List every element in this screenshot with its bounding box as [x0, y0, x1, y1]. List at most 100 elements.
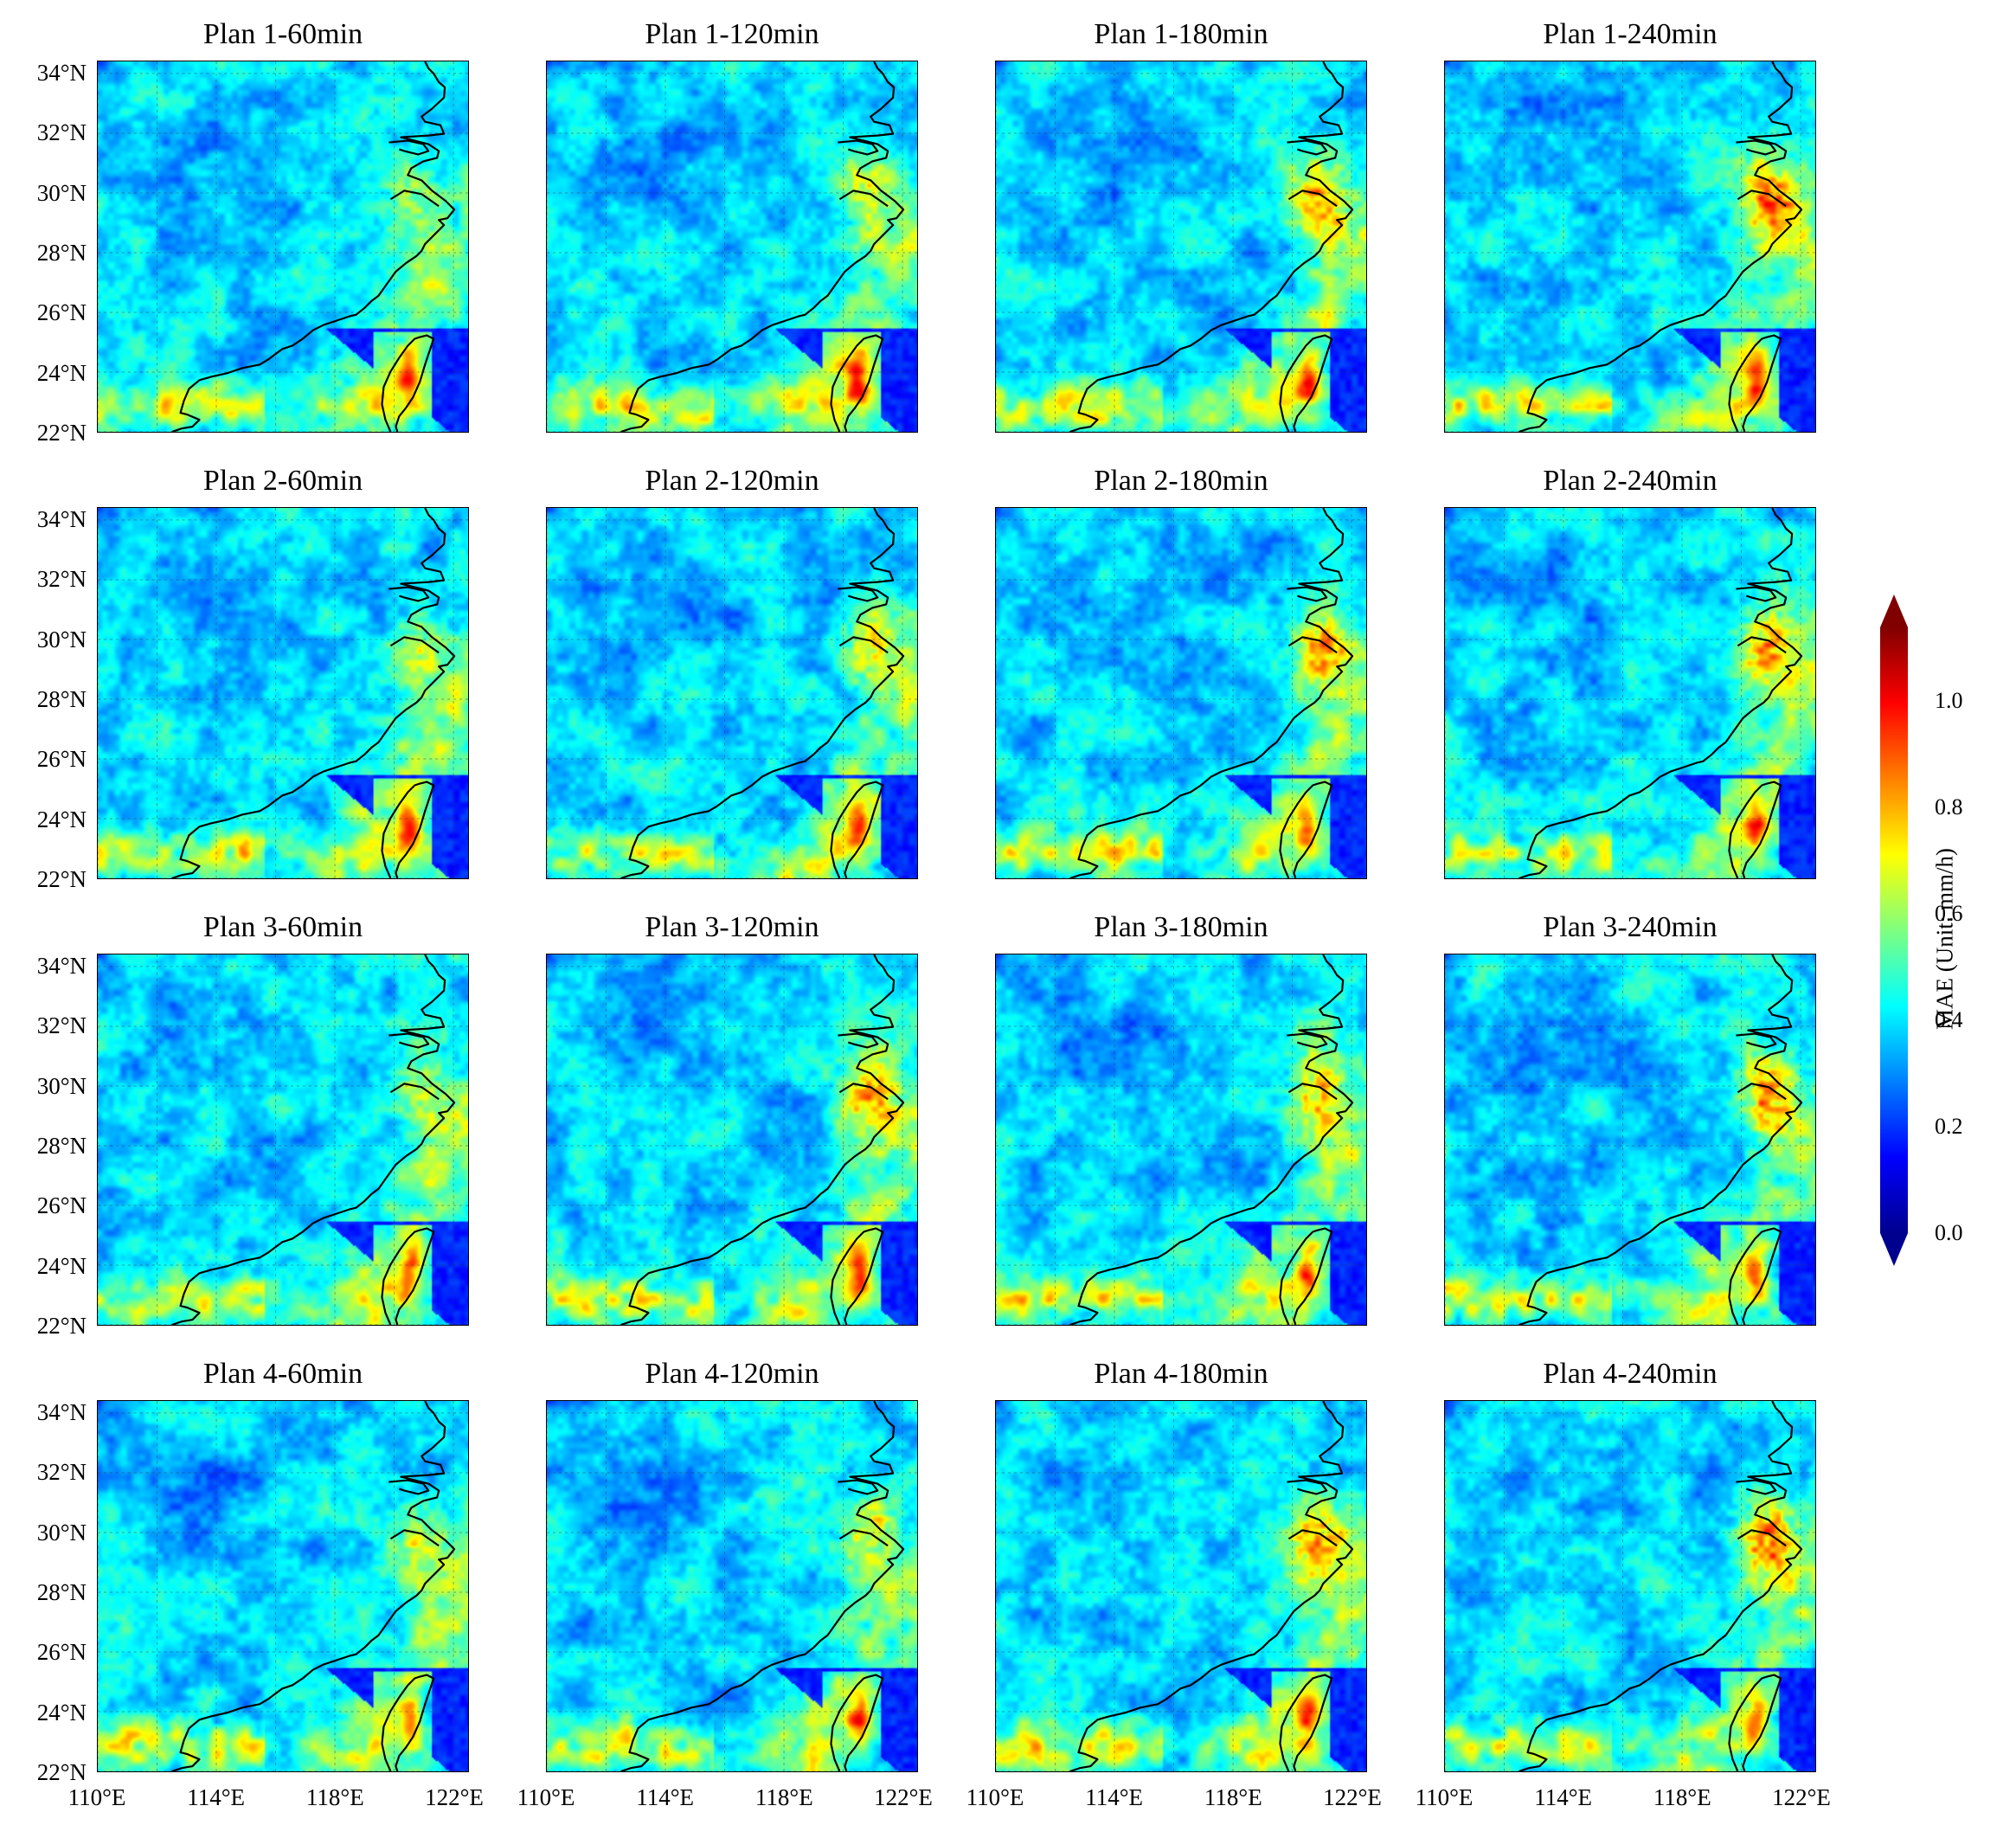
lat-tick-label: 34°N [36, 60, 87, 86]
lat-tick-label: 30°N [36, 179, 87, 206]
lat-tick-label: 22°N [36, 1313, 87, 1339]
colorbar-extend-max [1880, 594, 1908, 627]
coastline-mainland [620, 61, 905, 432]
lat-tick-label: 30°N [36, 626, 87, 652]
lon-tick-label: 118°E [305, 1784, 364, 1810]
colorbar-bar [1880, 594, 1908, 1266]
map-overlay [98, 61, 468, 432]
coastline-yangtze-south [1737, 190, 1787, 208]
mae-heatmap [547, 954, 917, 1325]
coastline-mainland [171, 61, 456, 432]
coastline-yangtze-south [838, 190, 889, 208]
graticule [547, 61, 917, 432]
coastline-taiwan [830, 1227, 884, 1325]
coastline-taiwan [1279, 1227, 1333, 1325]
graticule [996, 61, 1366, 432]
coastline-taiwan [1728, 781, 1782, 878]
colorbar-gradient [1880, 627, 1908, 1233]
coastline-taiwan [381, 781, 435, 878]
map-panel [97, 61, 469, 433]
coastline-yangtze-south [838, 1083, 889, 1101]
panel-title: Plan 3-180min [1094, 911, 1268, 943]
coastline-taiwan [381, 334, 435, 432]
graticule [1445, 954, 1815, 1325]
map-overlay [547, 508, 917, 878]
lon-tick-label: 114°E [1085, 1784, 1144, 1810]
lat-tick-label: 32°N [36, 1459, 87, 1486]
coastline-yangtze [1736, 139, 1777, 156]
panel-title: Plan 2-60min [202, 465, 363, 497]
coastline-taiwan [381, 1227, 435, 1325]
coastline-yangtze [838, 139, 879, 156]
coastline-mainland [171, 954, 456, 1325]
panel-title: Plan 3-240min [1543, 911, 1717, 943]
coastline-taiwan [1279, 334, 1333, 432]
map-overlay [98, 508, 468, 878]
lon-tick-label: 114°E [1534, 1784, 1593, 1810]
map-overlay [1445, 1401, 1815, 1771]
graticule [996, 508, 1366, 878]
coastline-mainland [620, 508, 905, 878]
colorbar-tick: 0.6 [1935, 901, 1963, 926]
coastline-yangtze-south [1287, 1529, 1338, 1547]
lat-tick-label: 32°N [36, 119, 87, 146]
colorbar-tick: 0.4 [1935, 1007, 1963, 1032]
lon-tick-label: 110°E [1415, 1784, 1473, 1810]
lat-tick-label: 32°N [36, 566, 87, 593]
map-panel [995, 954, 1367, 1326]
mae-heatmap [1445, 954, 1815, 1325]
panel-title: Plan 2-240min [1543, 465, 1717, 497]
panel-title: Plan 2-120min [645, 465, 819, 497]
panel-title: Plan 4-180min [1094, 1358, 1268, 1390]
colorbar-extend-min [1880, 1233, 1908, 1266]
map-panel [995, 1400, 1367, 1772]
mae-heatmap [547, 1401, 917, 1771]
lat-tick-label: 32°N [36, 1012, 87, 1039]
lat-tick-label: 34°N [36, 1399, 87, 1425]
coastline-mainland [1069, 61, 1354, 432]
lon-tick-label: 122°E [425, 1784, 484, 1810]
coastline-yangtze-south [389, 636, 440, 654]
panel-title: Plan 1-180min [1094, 18, 1268, 50]
lat-tick-label: 22°N [36, 866, 87, 892]
coastline-yangtze [388, 1032, 430, 1049]
colorbar-label: MAE (Unit: mm/h) [1931, 848, 1958, 1030]
mae-heatmap [547, 61, 917, 432]
mae-heatmap [1445, 508, 1815, 878]
map-panel [97, 1400, 469, 1772]
map-panel [546, 61, 918, 433]
coastline-yangtze [1287, 1479, 1328, 1495]
coastline-taiwan [381, 1674, 435, 1771]
lon-tick-label: 122°E [1772, 1784, 1831, 1810]
coastline-mainland [171, 508, 456, 878]
panel-title: Plan 4-120min [645, 1358, 819, 1390]
coastline-yangtze [388, 139, 430, 156]
map-overlay [1445, 508, 1815, 878]
map-panel [995, 507, 1367, 879]
panel-title: Plan 1-240min [1543, 18, 1717, 50]
lat-tick-label: 28°N [36, 686, 87, 712]
mae-heatmap [1445, 1401, 1815, 1771]
coastline-mainland [1069, 1401, 1354, 1771]
lat-tick-label: 30°N [36, 1072, 87, 1099]
map-overlay [1445, 61, 1815, 432]
map-overlay [98, 1401, 468, 1771]
lon-tick-label: 110°E [517, 1784, 575, 1810]
mae-heatmap [1445, 61, 1815, 432]
lon-tick-label: 114°E [187, 1784, 246, 1810]
lat-tick-label: 26°N [36, 1639, 87, 1666]
coastline-yangtze-south [1737, 1083, 1787, 1101]
colorbar-tick: 0.0 [1935, 1220, 1963, 1245]
map-panel [97, 954, 469, 1326]
panel-title: Plan 4-60min [202, 1358, 363, 1390]
lat-tick-label: 28°N [36, 240, 87, 266]
panel-title: Plan 3-120min [645, 911, 819, 943]
graticule [98, 1401, 468, 1771]
lat-tick-label: 22°N [36, 420, 87, 446]
coastline-yangtze [838, 586, 879, 602]
lon-tick-label: 122°E [874, 1784, 933, 1810]
map-overlay [1445, 954, 1815, 1325]
lat-tick-label: 34°N [36, 953, 87, 979]
coastline-taiwan [1279, 1674, 1333, 1771]
